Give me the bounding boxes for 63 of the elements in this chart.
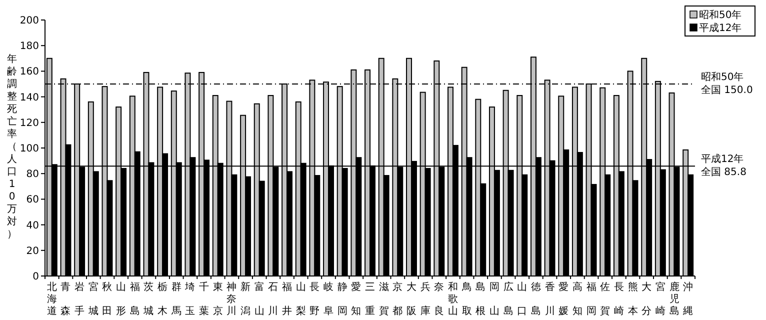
category-label: 岩手 bbox=[74, 282, 85, 317]
x-tick-label: 鹿児島 bbox=[669, 281, 680, 317]
category-label: 栃木 bbox=[158, 282, 168, 317]
category-label: 福島 bbox=[130, 282, 140, 317]
category-label: 大阪 bbox=[406, 282, 416, 317]
category-label: 石川 bbox=[268, 282, 278, 317]
category-label: 茨城 bbox=[144, 282, 154, 317]
category-label: 高知 bbox=[572, 282, 582, 317]
category-label: 富山 bbox=[254, 282, 264, 317]
category-label: 千葉 bbox=[199, 282, 210, 317]
y-tick-label: 160 bbox=[20, 66, 39, 78]
y-tick-label: 60 bbox=[26, 194, 39, 206]
category-label: 愛媛 bbox=[558, 282, 569, 317]
text: 年齢調整死亡率（人口10万対） bbox=[7, 54, 17, 240]
category-label: 岐阜 bbox=[324, 282, 334, 317]
category-label: 佐賀 bbox=[600, 282, 610, 317]
category-label: 岡山 bbox=[489, 282, 500, 317]
category-label: 山梨 bbox=[296, 282, 306, 317]
category-label: 奈良 bbox=[434, 282, 444, 317]
category-label: 長野 bbox=[310, 282, 320, 317]
category-label: 群馬 bbox=[171, 282, 182, 317]
category-label: 滋賀 bbox=[378, 282, 389, 317]
category-label: 熊本 bbox=[628, 282, 638, 317]
category-label: 山形 bbox=[116, 282, 126, 317]
x-tick-label: 和歌山 bbox=[448, 281, 458, 317]
category-label: 兵庫 bbox=[420, 282, 430, 317]
category-label: 東京 bbox=[212, 282, 223, 317]
ref-line-label: 平成12年全国 85.8 bbox=[701, 153, 746, 178]
category-label: 鳥取 bbox=[462, 282, 472, 317]
category-label: 京都 bbox=[392, 282, 403, 317]
category-label: 香川 bbox=[544, 282, 555, 317]
category-label: 新潟 bbox=[240, 282, 251, 317]
x-tick-label: 神奈川 bbox=[226, 281, 237, 317]
category-label: 沖縄 bbox=[683, 282, 694, 317]
y-tick-label: 20 bbox=[26, 246, 39, 257]
legend-label: 平成12年 bbox=[699, 22, 742, 34]
y-tick-label: 40 bbox=[26, 220, 39, 232]
category-label: 大分 bbox=[642, 282, 652, 317]
y-tick-label: 200 bbox=[20, 16, 39, 26]
y-tick-label: 100 bbox=[20, 144, 39, 154]
y-tick-label: 180 bbox=[20, 41, 39, 52]
category-label: 秋田 bbox=[102, 282, 112, 317]
category-label: 広島 bbox=[503, 282, 514, 317]
y-tick-label: 120 bbox=[20, 118, 39, 129]
category-label: 埼玉 bbox=[185, 282, 196, 317]
ref-line-label: 昭和50年全国 150.0 bbox=[701, 71, 753, 96]
category-label: 宮崎 bbox=[655, 282, 666, 317]
category-label: 愛知 bbox=[351, 282, 362, 317]
category-label: 静岡 bbox=[337, 282, 348, 317]
category-label: 徳島 bbox=[530, 282, 541, 317]
y-tick-label: 140 bbox=[20, 92, 39, 104]
category-label: 島根 bbox=[476, 282, 486, 317]
category-label: 福岡 bbox=[586, 282, 596, 317]
category-label: 山口 bbox=[517, 282, 528, 317]
category-label: 福井 bbox=[282, 282, 292, 317]
category-label: 青森 bbox=[60, 282, 71, 317]
category-label: 三重 bbox=[365, 282, 375, 317]
y-tick-label: 0 bbox=[32, 272, 39, 282]
category-label: 宮城 bbox=[88, 282, 98, 317]
legend-label: 昭和50年 bbox=[699, 9, 742, 21]
y-tick-label: 80 bbox=[26, 169, 39, 180]
category-label: 長崎 bbox=[614, 282, 624, 317]
x-tick-label: 北海道 bbox=[46, 281, 57, 317]
